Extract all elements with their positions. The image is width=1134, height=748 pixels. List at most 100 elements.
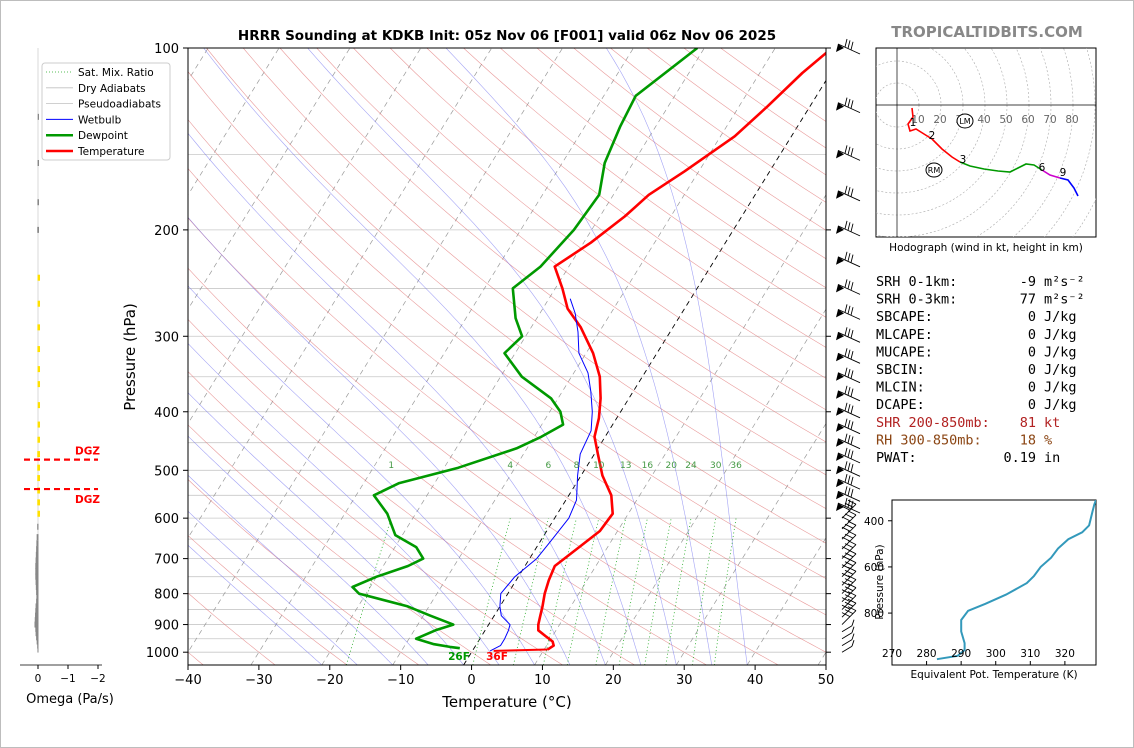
theta-e-x-tick-label: 300 xyxy=(986,648,1006,660)
wind-barb xyxy=(836,473,861,490)
wind-barb-feather xyxy=(844,304,848,313)
wind-barb-feather xyxy=(850,405,854,414)
mixing-ratio-line xyxy=(513,518,549,665)
y-tick-label: 300 xyxy=(154,330,179,345)
wind-barb-feather xyxy=(844,327,848,336)
wind-barb xyxy=(836,220,861,237)
mixing-ratio-line xyxy=(644,518,672,665)
wind-barb xyxy=(841,591,857,610)
omega-bar xyxy=(37,199,39,206)
x-tick-label: 40 xyxy=(747,673,764,688)
omega-bar xyxy=(35,630,39,637)
omega-bar xyxy=(35,625,39,632)
mixing-ratio-label: 10 xyxy=(593,461,605,471)
index-label: MLCIN: xyxy=(876,380,925,396)
index-row: PWAT: 0.19 in xyxy=(876,450,1060,466)
wind-barb-staff xyxy=(841,514,857,530)
wind-barb-staff xyxy=(837,502,861,514)
wind-barb-feather xyxy=(847,349,851,358)
y-tick-label: 800 xyxy=(154,588,179,603)
wind-barb xyxy=(836,461,861,477)
y-tick-label: 100 xyxy=(154,42,179,57)
omega-bar xyxy=(35,573,39,580)
wind-barb-feather xyxy=(847,487,851,496)
isotherm-line xyxy=(188,48,493,539)
dry-adiabat xyxy=(353,48,826,411)
dry-adiabat xyxy=(188,592,276,665)
index-value: 81 xyxy=(1020,415,1036,431)
pseudoadiabat xyxy=(188,544,323,665)
dry-adiabat xyxy=(188,535,348,665)
wind-barb-feather xyxy=(847,434,851,444)
isotherm-line xyxy=(534,194,826,665)
wind-barb-staff xyxy=(841,625,853,633)
surface-temp-tick xyxy=(493,648,548,652)
wind-barb-feather xyxy=(847,98,851,108)
omega-dgz-bar xyxy=(37,475,40,482)
hodograph-frame xyxy=(875,47,1097,238)
pseudoadiabat xyxy=(188,510,358,665)
wind-barb-feather xyxy=(847,280,851,289)
wind-barb-feather xyxy=(847,598,857,604)
wind-barb-feather xyxy=(850,350,854,360)
dry-adiabat xyxy=(188,167,826,653)
x-tick-label: 30 xyxy=(676,673,693,688)
profile-wetbulb xyxy=(489,298,593,652)
chart-title: HRRR Sounding at KDKB Init: 05z Nov 06 [… xyxy=(238,28,776,44)
index-unit: J/kg xyxy=(1044,380,1077,396)
wind-barb-staff xyxy=(837,390,861,402)
wind-barb-feather xyxy=(844,561,854,567)
index-label: RH 300-850mb: xyxy=(876,432,982,448)
index-unit: % xyxy=(1044,432,1052,448)
hodograph-height-label: 3 xyxy=(960,154,967,166)
dry-adiabat xyxy=(188,319,635,665)
index-row: MLCAPE: 0 J/kg xyxy=(876,327,1077,343)
index-unit: J/kg xyxy=(1044,327,1077,343)
index-label: MUCAPE: xyxy=(876,344,933,360)
index-unit: m²s⁻² xyxy=(1044,274,1085,290)
wind-barb-feather xyxy=(850,254,854,263)
omega-bar xyxy=(36,546,39,553)
wind-barb xyxy=(836,385,861,402)
wind-barb-feather xyxy=(844,513,854,519)
wind-barb-staff xyxy=(841,534,857,550)
wind-barb-pennant xyxy=(836,190,844,199)
index-value: 0 xyxy=(1028,309,1036,325)
wind-barb-feather xyxy=(844,279,848,288)
theta-e-x-tick-label: 310 xyxy=(1020,648,1040,660)
omega-dgz-bar xyxy=(37,324,40,331)
x-tick-label: −40 xyxy=(174,673,201,688)
surface-dewpoint-label: 26F xyxy=(448,651,470,663)
wind-barb-staff xyxy=(837,225,861,237)
skewt-axes-frame xyxy=(187,47,827,666)
legend-entry: Pseudoadiabats xyxy=(78,99,161,111)
wind-barb xyxy=(836,367,861,384)
omega-bar xyxy=(36,593,39,600)
omega-bar xyxy=(36,540,39,547)
wind-barb-feather xyxy=(844,609,854,615)
wind-barb-staff xyxy=(837,352,861,364)
wind-barb-staff xyxy=(837,256,861,268)
y-tick-label: 500 xyxy=(154,464,179,479)
wind-barb-feather xyxy=(841,581,851,587)
x-tick-label: 20 xyxy=(605,673,622,688)
wind-barb-feather xyxy=(841,564,851,570)
dry-adiabat xyxy=(279,48,826,476)
wind-barb xyxy=(841,575,857,594)
wind-barb-feather xyxy=(844,473,848,483)
wind-barb-pennant xyxy=(836,150,844,159)
theta-e-x-tick-label: 280 xyxy=(917,648,937,660)
hodograph-trace xyxy=(907,107,933,140)
theta-e-line xyxy=(936,500,1096,661)
index-row: MUCAPE: 0 J/kg xyxy=(876,344,1077,360)
mixing-ratio-label: 20 xyxy=(665,461,677,471)
omega-bar xyxy=(37,642,39,649)
omega-bar xyxy=(37,523,39,530)
wind-barb-feather xyxy=(844,185,848,194)
wind-barb-feather xyxy=(847,499,851,508)
wind-barb xyxy=(836,251,861,268)
hodograph-caption: Hodograph (wind in kt, height in km) xyxy=(889,242,1083,254)
dry-adiabat xyxy=(188,479,420,665)
